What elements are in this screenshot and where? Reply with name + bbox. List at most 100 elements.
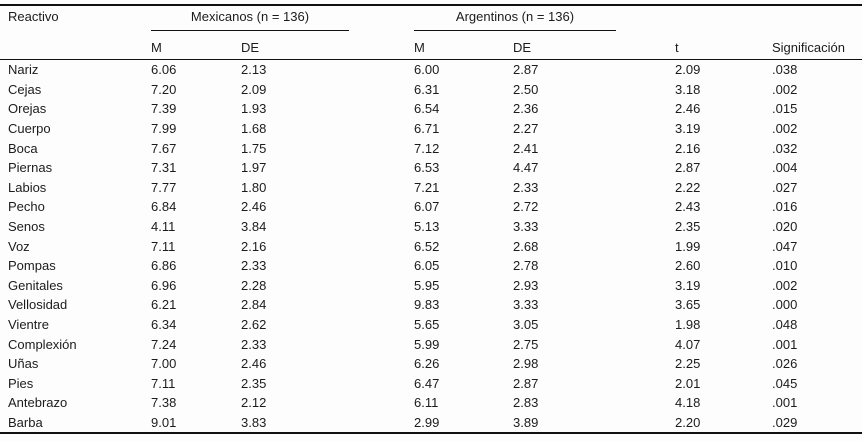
header-spacer-sig — [772, 5, 862, 33]
group-header-mexicanos: Mexicanos (n = 136) — [151, 6, 349, 31]
cell-t: 2.60 — [675, 258, 701, 274]
table-body: Nariz 6.06 2.13 6.00 2.87 2.09 .038 Cejas 7.20 2.… — [0, 60, 862, 434]
group-header-mexicanos-cell: Mexicanos (n = 136) — [151, 5, 414, 33]
cell-mex_de: 1.93 — [241, 101, 267, 117]
cell-mex_de: 3.84 — [241, 219, 267, 235]
table-row: Cejas 7.20 2.09 6.31 2.50 3.18 .002 — [0, 80, 862, 100]
column-header-reactivo: Reactivo — [0, 5, 151, 60]
cell-sig: .001 — [772, 395, 798, 411]
cell-mex_m: 9.01 — [151, 414, 177, 430]
cell-arg_m: 7.21 — [414, 179, 440, 195]
cell-arg_m: 6.26 — [414, 356, 440, 372]
cell-arg_de: 2.41 — [513, 140, 539, 156]
cell-mex_m: 4.11 — [151, 219, 176, 235]
cell-sig: .020 — [772, 219, 798, 235]
column-header-arg-m: M — [414, 33, 513, 60]
cell-mex_de: 2.28 — [241, 277, 267, 293]
cell-arg_de: 4.47 — [513, 160, 539, 176]
column-header-mex-de: DE — [241, 33, 414, 60]
group-header-argentinos: Argentinos (n = 136) — [414, 6, 616, 31]
cell-mex_de: 2.35 — [241, 375, 267, 391]
cell-reactivo: Pompas — [8, 258, 56, 274]
cell-arg_m: 6.00 — [414, 62, 440, 78]
cell-reactivo: Complexión — [8, 336, 77, 352]
cell-mex_de: 2.12 — [241, 395, 267, 411]
cell-mex_m: 7.00 — [151, 356, 177, 372]
table-row: Vellosidad 6.21 2.84 9.83 3.33 3.65 .000 — [0, 295, 862, 315]
cell-sig: .026 — [772, 356, 798, 372]
table-row: Pompas 6.86 2.33 6.05 2.78 2.60 .010 — [0, 256, 862, 276]
cell-t: 3.19 — [675, 121, 701, 137]
cell-reactivo: Barba — [8, 414, 43, 430]
cell-t: 2.16 — [675, 140, 701, 156]
table-row: Orejas 7.39 1.93 6.54 2.36 2.46 .015 — [0, 99, 862, 119]
cell-t: 2.25 — [675, 356, 701, 372]
table-row: Piernas 7.31 1.97 6.53 4.47 2.87 .004 — [0, 158, 862, 178]
cell-arg_de: 2.33 — [513, 179, 539, 195]
cell-sig: .010 — [772, 258, 798, 274]
cell-reactivo: Boca — [8, 140, 38, 156]
cell-reactivo: Vellosidad — [8, 297, 68, 313]
table-row: Genitales 6.96 2.28 5.95 2.93 3.19 .002 — [0, 276, 862, 296]
cell-arg_de: 3.33 — [513, 219, 539, 235]
cell-t: 2.87 — [675, 160, 701, 176]
header-spacer-t — [675, 5, 772, 33]
cell-arg_de: 2.87 — [513, 375, 539, 391]
cell-arg_de: 3.33 — [513, 297, 539, 313]
cell-mex_m: 7.67 — [151, 140, 177, 156]
cell-sig: .016 — [772, 199, 798, 215]
cell-arg_m: 6.52 — [414, 238, 440, 254]
cell-arg_m: 6.54 — [414, 101, 440, 117]
cell-arg_de: 2.27 — [513, 121, 539, 137]
cell-mex_m: 6.84 — [151, 199, 177, 215]
cell-reactivo: Antebrazo — [8, 395, 68, 411]
table-row: Vientre 6.34 2.62 5.65 3.05 1.98 .048 — [0, 315, 862, 335]
cell-sig: .027 — [772, 179, 798, 195]
cell-reactivo: Voz — [8, 238, 30, 254]
table-row: Boca 7.67 1.75 7.12 2.41 2.16 .032 — [0, 138, 862, 158]
cell-arg_de: 2.98 — [513, 356, 539, 372]
group-header-argentinos-cell: Argentinos (n = 136) — [414, 5, 675, 33]
cell-arg_de: 2.75 — [513, 336, 539, 352]
cell-mex_m: 6.21 — [151, 297, 177, 313]
cell-mex_m: 7.20 — [151, 81, 177, 97]
table-row: Pecho 6.84 2.46 6.07 2.72 2.43 .016 — [0, 197, 862, 217]
table-row: Antebrazo 7.38 2.12 6.11 2.83 4.18 .001 — [0, 393, 862, 413]
table-row: Cuerpo 7.99 1.68 6.71 2.27 3.19 .002 — [0, 119, 862, 139]
cell-mex_de: 2.62 — [241, 317, 267, 333]
cell-sig: .004 — [772, 160, 798, 176]
cell-t: 2.20 — [675, 414, 701, 430]
cell-mex_m: 6.96 — [151, 277, 177, 293]
cell-mex_m: 6.86 — [151, 258, 177, 274]
cell-arg_m: 6.47 — [414, 375, 440, 391]
cell-mex_de: 2.16 — [241, 238, 267, 254]
table-row: Complexión 7.24 2.33 5.99 2.75 4.07 .001 — [0, 334, 862, 354]
cell-mex_de: 2.13 — [241, 62, 267, 78]
table-row: Nariz 6.06 2.13 6.00 2.87 2.09 .038 — [0, 60, 862, 80]
column-header-mex-m: M — [151, 33, 241, 60]
cell-arg_de: 2.36 — [513, 101, 539, 117]
cell-sig: .048 — [772, 317, 798, 333]
cell-arg_de: 2.78 — [513, 258, 539, 274]
cell-t: 2.01 — [675, 375, 701, 391]
column-header-significacion: Significación — [772, 33, 862, 60]
cell-sig: .001 — [772, 336, 798, 352]
cell-t: 1.98 — [675, 317, 701, 333]
cell-arg_de: 2.83 — [513, 395, 539, 411]
cell-arg_m: 6.71 — [414, 121, 440, 137]
cell-reactivo: Piernas — [8, 160, 53, 176]
cell-mex_m: 7.11 — [151, 375, 176, 391]
cell-reactivo: Labios — [8, 179, 47, 195]
cell-mex_de: 2.33 — [241, 336, 267, 352]
cell-arg_m: 6.11 — [414, 395, 439, 411]
cell-t: 2.09 — [675, 62, 701, 78]
table-row: Senos 4.11 3.84 5.13 3.33 2.35 .020 — [0, 217, 862, 237]
cell-sig: .015 — [772, 101, 798, 117]
cell-arg_m: 6.05 — [414, 258, 440, 274]
cell-t: 2.35 — [675, 219, 701, 235]
column-header-arg-de: DE — [513, 33, 675, 60]
cell-mex_de: 1.75 — [241, 140, 267, 156]
cell-reactivo: Genitales — [8, 277, 63, 293]
cell-reactivo: Cuerpo — [8, 121, 51, 137]
cell-arg_de: 2.72 — [513, 199, 539, 215]
